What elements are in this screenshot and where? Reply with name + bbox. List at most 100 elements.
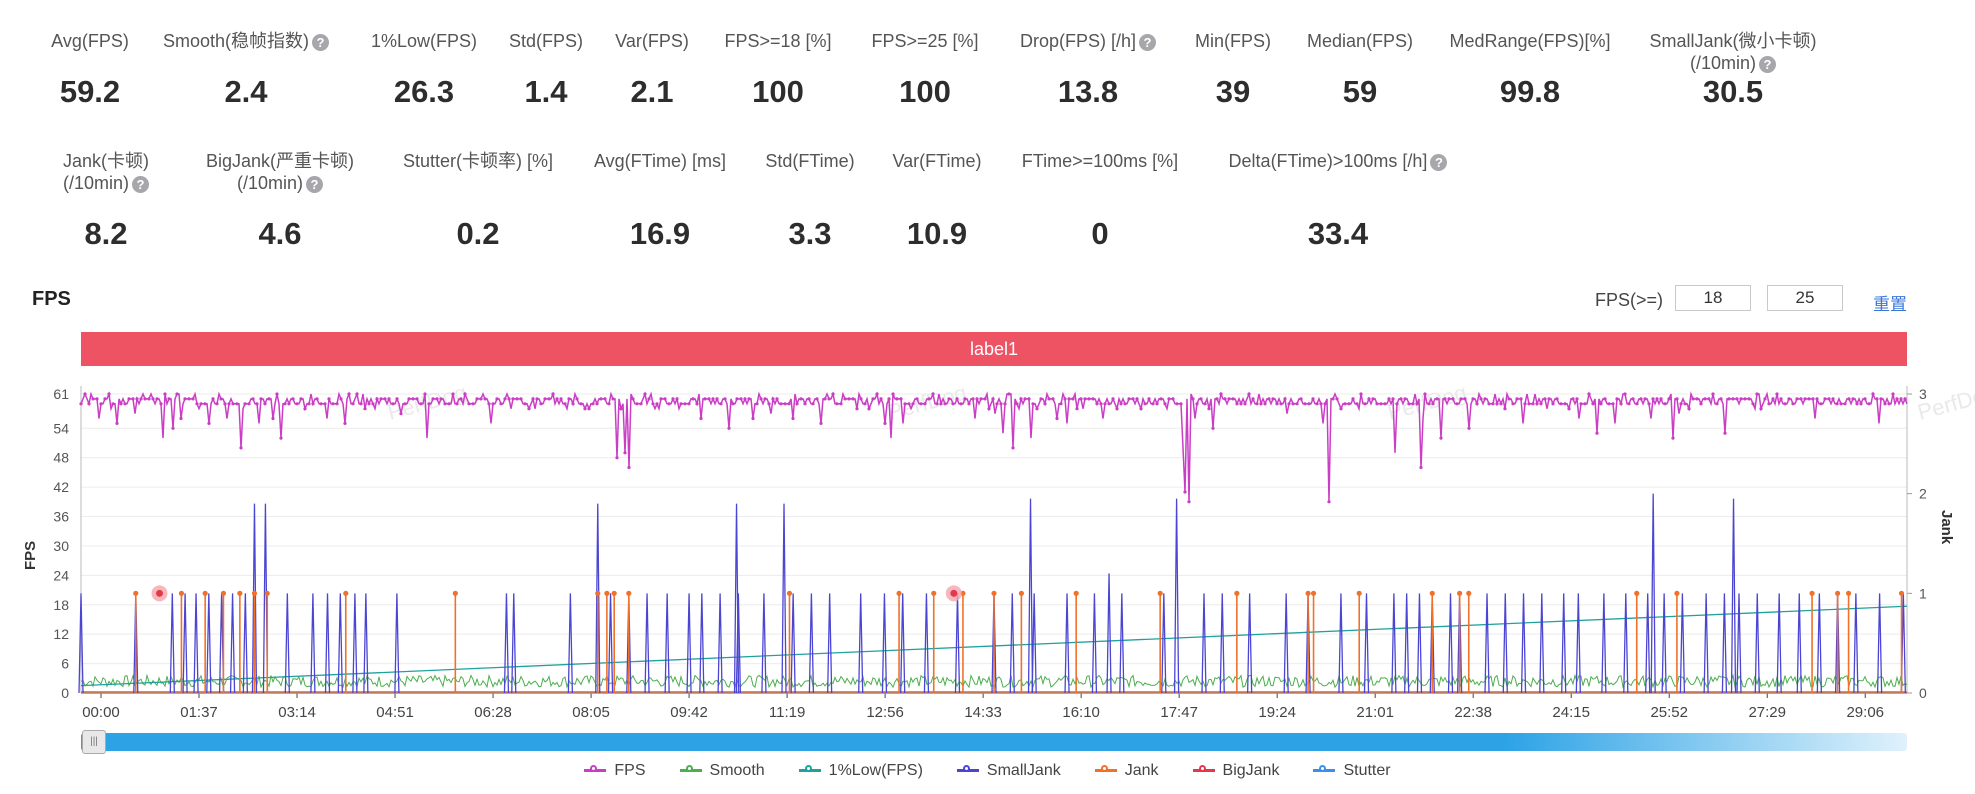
metric-value: 59 bbox=[1342, 74, 1378, 109]
metric-label: Drop(FPS) [/h]? bbox=[958, 30, 1218, 52]
legend-item-1-low-fps[interactable]: 1%Low(FPS) bbox=[798, 762, 923, 780]
fps-point bbox=[1023, 397, 1027, 401]
smalljank-spike bbox=[363, 593, 369, 694]
legend-symbol-icon bbox=[798, 765, 821, 773]
threshold-high-input[interactable] bbox=[1767, 285, 1843, 311]
threshold-low-input[interactable] bbox=[1675, 285, 1751, 311]
fps-point bbox=[1707, 397, 1711, 401]
fps-point bbox=[1395, 402, 1399, 406]
smalljank-spike bbox=[954, 593, 961, 694]
fps-point bbox=[655, 402, 659, 406]
x-tick-label: 03:14 bbox=[278, 704, 316, 721]
fps-point bbox=[1415, 402, 1419, 406]
legend-item-fps[interactable]: FPS bbox=[584, 762, 646, 780]
fps-point bbox=[1223, 397, 1227, 401]
fps-point bbox=[1391, 397, 1395, 401]
smalljank-spike bbox=[607, 593, 614, 694]
fps-point bbox=[1255, 402, 1259, 406]
fps-point bbox=[1115, 407, 1119, 411]
fps-point bbox=[1423, 392, 1427, 396]
jank-point bbox=[1234, 590, 1240, 596]
help-icon[interactable]: ? bbox=[1759, 55, 1776, 73]
metric-label: Jank(卡顿) bbox=[0, 150, 236, 172]
y2-tick-label: 3 bbox=[1919, 386, 1927, 402]
fps-point bbox=[1343, 402, 1347, 406]
legend-item-stutter[interactable]: Stutter bbox=[1313, 762, 1391, 780]
fps-point bbox=[667, 402, 671, 406]
fps-point bbox=[1163, 402, 1167, 406]
fps-point bbox=[771, 397, 775, 401]
smalljank-spike bbox=[284, 593, 290, 694]
x-tick-label: 14:33 bbox=[964, 704, 1002, 721]
fps-point bbox=[547, 397, 551, 401]
help-icon[interactable]: ? bbox=[1139, 33, 1157, 51]
fps-point bbox=[699, 416, 703, 421]
fps-point bbox=[787, 402, 791, 406]
fps-point bbox=[631, 397, 635, 401]
fps-point bbox=[283, 402, 287, 406]
fps-point bbox=[887, 397, 891, 401]
fps-point bbox=[471, 402, 475, 406]
legend-item-smalljank[interactable]: SmallJank bbox=[956, 762, 1061, 780]
fps-point bbox=[215, 402, 219, 406]
fps-point bbox=[967, 402, 971, 406]
fps-point bbox=[431, 397, 435, 401]
fps-point bbox=[1335, 397, 1339, 401]
fps-point bbox=[1259, 402, 1263, 406]
metric-label-text: Std(FTime) bbox=[765, 151, 855, 171]
help-icon[interactable]: ? bbox=[306, 175, 323, 193]
fps-point bbox=[783, 402, 787, 406]
fps-point bbox=[1099, 402, 1103, 406]
fps-point bbox=[1695, 397, 1699, 401]
fps-point bbox=[1215, 397, 1219, 401]
fps-point bbox=[207, 421, 211, 425]
fps-point bbox=[83, 392, 87, 396]
jank-point bbox=[1835, 590, 1841, 596]
jank-point bbox=[931, 590, 937, 596]
jank-point bbox=[1845, 590, 1852, 596]
fps-point bbox=[1107, 402, 1111, 406]
fps-point bbox=[1239, 402, 1243, 406]
help-icon[interactable]: ? bbox=[312, 33, 330, 51]
metric-label: FTime>=100ms [%] bbox=[970, 150, 1230, 172]
fps-point bbox=[1039, 397, 1043, 401]
fps-point bbox=[1331, 397, 1335, 401]
fps-point bbox=[1811, 397, 1815, 401]
fps-point bbox=[1883, 402, 1887, 406]
fps-point bbox=[1671, 436, 1675, 440]
fps-point bbox=[403, 402, 407, 406]
y-tick-label: 24 bbox=[53, 567, 69, 583]
fps-point bbox=[419, 402, 423, 406]
fps-point bbox=[827, 397, 831, 401]
x-tick-label: 21:01 bbox=[1356, 704, 1394, 721]
x-tick-label: 08:05 bbox=[572, 704, 610, 721]
legend-item-smooth[interactable]: Smooth bbox=[679, 762, 765, 780]
smalljank-spike bbox=[1645, 593, 1651, 694]
fps-point bbox=[1007, 392, 1011, 396]
fps-point bbox=[311, 402, 315, 406]
jank-point bbox=[1674, 590, 1680, 596]
metric-label: BigJank(严重卡顿) bbox=[150, 150, 410, 172]
jank-point bbox=[611, 590, 617, 596]
fps-point bbox=[1719, 397, 1723, 401]
fps-point bbox=[1571, 397, 1575, 401]
metric-value: 0.2 bbox=[456, 216, 500, 251]
fps-point bbox=[1515, 397, 1519, 401]
fps-point bbox=[1631, 397, 1635, 401]
time-scrollbar[interactable] bbox=[81, 733, 1907, 751]
fps-point bbox=[239, 446, 243, 450]
scrollbar-handle[interactable]: ||| bbox=[82, 730, 106, 754]
help-icon[interactable]: ? bbox=[1430, 153, 1448, 171]
reset-link[interactable]: 重置 bbox=[1873, 295, 1907, 314]
legend-item-jank[interactable]: Jank bbox=[1094, 762, 1159, 780]
help-icon[interactable]: ? bbox=[132, 175, 149, 193]
fps-point bbox=[1715, 402, 1719, 406]
legend-item-bigjank[interactable]: BigJank bbox=[1192, 762, 1279, 780]
fps-point bbox=[235, 402, 239, 406]
fps-point bbox=[159, 402, 163, 406]
jank-point bbox=[343, 590, 349, 596]
metric-value: 13.8 bbox=[1057, 74, 1119, 109]
threshold-label: FPS(>=) bbox=[1595, 290, 1664, 310]
fps-point bbox=[923, 402, 927, 406]
label-bar[interactable]: label1 bbox=[81, 332, 1907, 366]
